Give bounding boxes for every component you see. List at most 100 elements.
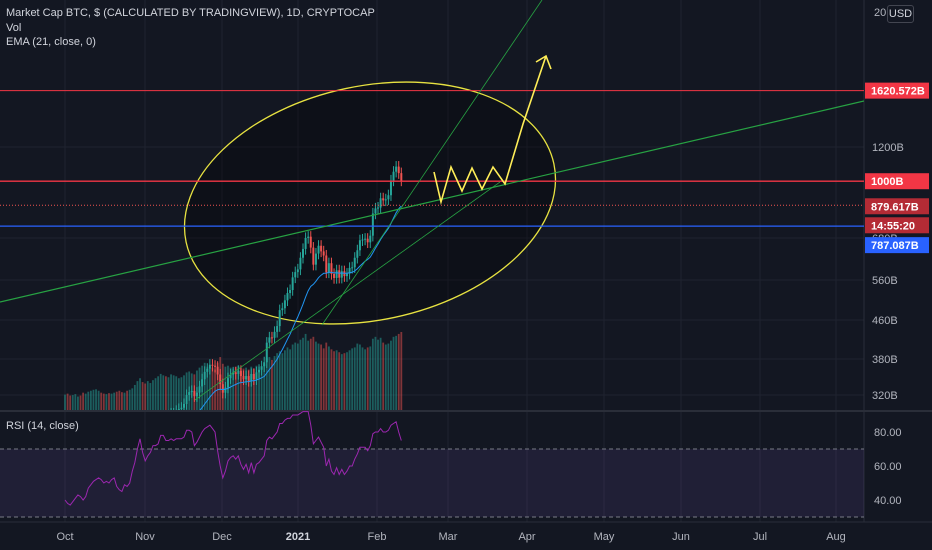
candle-body	[224, 387, 227, 393]
volume-bar	[356, 343, 359, 410]
volume-bar	[390, 340, 392, 410]
volume-bar	[121, 392, 123, 410]
candle-body	[351, 267, 354, 269]
volume-bar	[159, 373, 162, 410]
volume-bar	[315, 341, 317, 410]
candle-body	[364, 238, 367, 240]
candle-body	[198, 386, 201, 393]
time-axis-label: Jul	[753, 531, 767, 543]
price-axis-label: 1200B	[872, 142, 904, 154]
volume-bar	[325, 342, 328, 410]
volume-bar	[232, 368, 235, 410]
candle-body	[162, 417, 164, 418]
candle-body	[270, 337, 273, 339]
volume-bar	[252, 368, 255, 410]
candle-body	[208, 364, 211, 369]
volume-bar	[214, 369, 216, 410]
candle-body	[348, 267, 351, 274]
ema-label: EMA (21, close, 0)	[6, 36, 96, 48]
candle-body	[265, 342, 268, 363]
candle-body	[188, 392, 191, 395]
candle-body	[247, 376, 250, 381]
candle-body	[374, 208, 377, 214]
volume-bar	[384, 344, 387, 410]
volume-bar	[74, 394, 77, 410]
volume-bar	[302, 337, 304, 410]
volume-bar	[102, 393, 105, 410]
time-axis-label: Dec	[212, 531, 232, 543]
candle-body	[203, 371, 206, 380]
time-axis-label: Aug	[826, 531, 846, 543]
lower-trendline	[194, 181, 501, 401]
time-axis-label: Feb	[368, 531, 387, 543]
volume-bar	[273, 356, 276, 410]
volume-bar	[353, 347, 356, 410]
rsi-band-fill	[0, 449, 864, 517]
candle-body	[260, 366, 263, 370]
candle-body	[294, 272, 297, 278]
volume-bar	[144, 383, 147, 410]
volume-bar	[92, 389, 95, 410]
price-axis-label: 460B	[872, 315, 898, 327]
volume-bar	[379, 337, 382, 410]
volume-bar	[69, 395, 72, 410]
candle-body	[317, 245, 320, 254]
volume-bar	[229, 367, 232, 410]
volume-bar	[286, 347, 289, 410]
rsi-label: RSI (14, close)	[6, 420, 79, 432]
candle-body	[157, 430, 159, 432]
candle-body	[392, 171, 395, 181]
volume-bar	[139, 378, 141, 410]
volume-bar	[180, 377, 183, 410]
volume-bar	[327, 346, 330, 410]
volume-bar	[162, 375, 165, 410]
volume-bar	[71, 395, 74, 410]
candle-body	[173, 413, 175, 414]
volume-bar	[177, 378, 180, 410]
volume-bar	[283, 350, 286, 410]
volume-bar	[268, 357, 271, 410]
candle-body	[314, 253, 317, 265]
countdown-badge-bg	[865, 217, 929, 234]
volume-bar	[164, 376, 167, 410]
support-price-badge: 787.087B	[871, 240, 919, 252]
candle-body	[216, 366, 219, 375]
currency-button[interactable]: USD	[887, 5, 914, 23]
rsi-axis-label: 60.00	[874, 461, 902, 473]
main-pane	[0, 0, 864, 446]
candle-body	[338, 270, 341, 278]
candle-body	[320, 245, 323, 252]
target-price-badge-bg	[865, 82, 929, 99]
resistance-price-badge: 1000B	[871, 176, 903, 188]
volume-bar	[89, 390, 92, 410]
candle-body	[309, 236, 312, 248]
volume-bar	[149, 383, 152, 410]
candle-body	[160, 418, 162, 430]
candle-body	[242, 376, 245, 380]
volume-bar	[64, 394, 66, 410]
volume-bar	[278, 351, 281, 410]
volume-bar	[84, 393, 87, 410]
candle-body	[333, 273, 336, 278]
target-price-badge: 1620.572B	[871, 86, 925, 98]
candle-body	[201, 379, 204, 387]
chart-legend: Market Cap BTC, $ (CALCULATED BY TRADING…	[6, 6, 375, 50]
volume-bar	[82, 392, 85, 410]
candle-body	[255, 372, 258, 380]
candle-body	[142, 441, 144, 446]
candle-body	[302, 248, 305, 258]
volume-bar	[320, 344, 323, 410]
volume-bar	[263, 363, 266, 410]
time-axis-label: Jun	[672, 531, 690, 543]
volume-bar	[245, 367, 247, 410]
volume-bar	[299, 339, 302, 410]
candle-body	[299, 257, 302, 270]
volume-bar	[377, 339, 379, 410]
candle-body	[239, 370, 242, 377]
candle-body	[283, 300, 286, 309]
volume-bar	[333, 351, 335, 410]
volume-bar	[141, 382, 144, 410]
volume-bar	[131, 388, 134, 410]
price-axis-label: 320B	[872, 390, 898, 402]
